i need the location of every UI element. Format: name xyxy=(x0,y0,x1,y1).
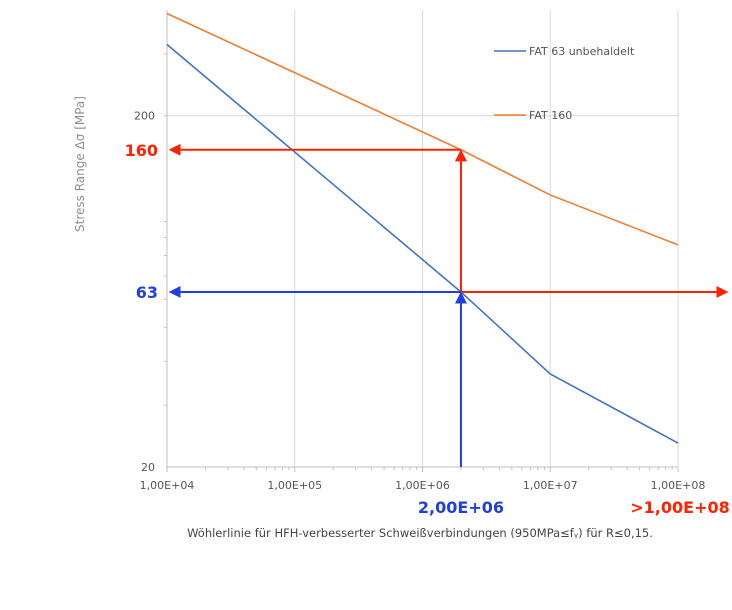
annotation-label: >1,00E+08 xyxy=(630,498,729,517)
legend-label: FAT 63 unbehaldelt xyxy=(529,45,635,58)
guide-layer xyxy=(168,143,729,467)
axis-layer xyxy=(164,10,679,472)
y-tick-label: 20 xyxy=(141,461,155,474)
x-tick-label: 1,00E+08 xyxy=(651,479,706,492)
y-axis-title: Stress Range Δσ [MPa] xyxy=(73,96,87,232)
x-tick-label: 1,00E+05 xyxy=(267,479,322,492)
legend-label: FAT 160 xyxy=(529,109,572,122)
grid-layer xyxy=(166,10,679,467)
series-line xyxy=(166,12,679,246)
series-line xyxy=(166,43,679,444)
annotation-label: 2,00E+06 xyxy=(418,498,504,517)
series-layer xyxy=(166,12,679,444)
annotation-label: 63 xyxy=(136,283,158,302)
x-tick-label: 1,00E+04 xyxy=(140,479,195,492)
annotation-label: 160 xyxy=(125,141,158,160)
x-tick-label: 1,00E+06 xyxy=(395,479,450,492)
label-layer: 1,00E+04 1,00E+05 1,00E+06 1,00E+07 1,00E+08… xyxy=(125,45,730,517)
x-tick-label: 1,00E+07 xyxy=(523,479,578,492)
chart-caption: Wöhlerlinie für HFH-verbesserter Schweiß… xyxy=(187,526,653,540)
y-tick-label: 200 xyxy=(134,110,155,123)
